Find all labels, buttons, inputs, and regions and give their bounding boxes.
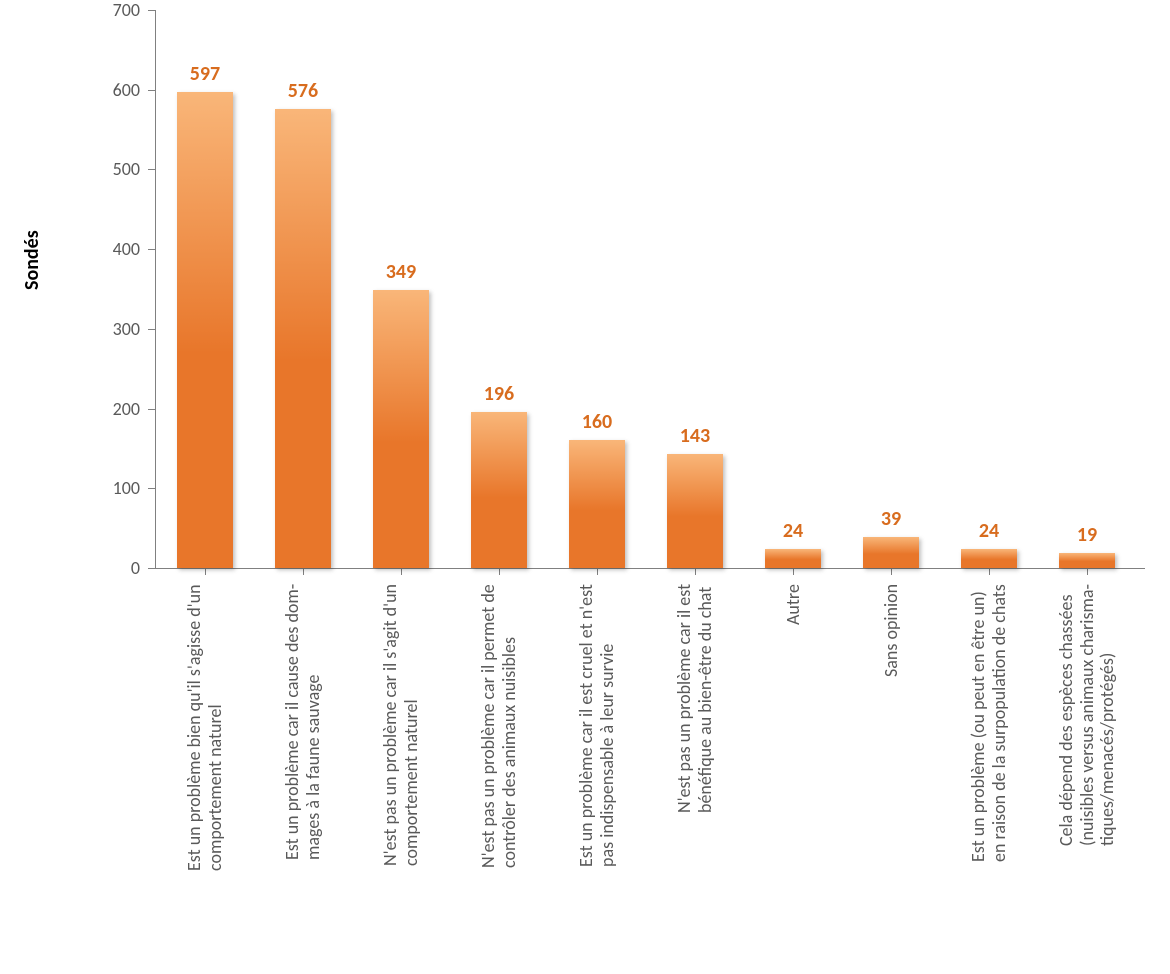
bar (1059, 553, 1115, 568)
bar-value-label: 349 (353, 260, 449, 284)
y-axis (155, 10, 156, 568)
y-tick-label: 600 (85, 79, 140, 101)
y-tick (148, 409, 155, 410)
bar-value-label: 24 (941, 519, 1037, 543)
y-tick (148, 10, 155, 11)
bar (667, 454, 723, 568)
bar-value-label: 196 (451, 382, 547, 406)
bar (275, 109, 331, 568)
y-tick-label: 500 (85, 158, 140, 180)
bar (863, 537, 919, 568)
plot-area: 0100200300400500600700597Est un problème… (155, 10, 1145, 568)
category-label: Est un problème bien qu'il s'agisse d'un… (184, 584, 225, 871)
category-label: N'est pas un problème car il est bénéfiq… (674, 584, 715, 813)
x-tick (205, 568, 206, 575)
y-tick (148, 329, 155, 330)
y-axis-label: Sondés (20, 230, 44, 290)
bar-value-label: 576 (255, 79, 351, 103)
bar (569, 440, 625, 568)
y-tick-label: 700 (85, 0, 140, 21)
bar (471, 412, 527, 568)
x-tick (597, 568, 598, 575)
y-tick (148, 169, 155, 170)
x-tick (401, 568, 402, 575)
category-label: Autre (783, 584, 804, 625)
category-label: Est un problème (ou peut en être un) en … (968, 584, 1009, 862)
x-tick (303, 568, 304, 575)
bar (765, 549, 821, 568)
x-tick (1087, 568, 1088, 575)
bar-value-label: 39 (843, 507, 939, 531)
bar (961, 549, 1017, 568)
y-tick-label: 200 (85, 398, 140, 420)
bar-chart: Sondés 0100200300400500600700597Est un p… (0, 0, 1170, 974)
y-tick-label: 100 (85, 477, 140, 499)
y-tick (148, 488, 155, 489)
y-tick (148, 249, 155, 250)
bar (373, 290, 429, 568)
category-label: Sans opinion (881, 584, 902, 677)
bar-value-label: 19 (1039, 523, 1135, 547)
bar-value-label: 160 (549, 410, 645, 434)
x-tick (793, 568, 794, 575)
y-tick (148, 90, 155, 91)
y-tick (148, 568, 155, 569)
category-label: N'est pas un problème car il s'agit d'un… (380, 584, 421, 866)
bar (177, 92, 233, 568)
category-label: N'est pas un problème car il permet de c… (478, 584, 519, 868)
category-label: Cela dépend des espèces chassées (nuisib… (1056, 584, 1118, 846)
x-tick (891, 568, 892, 575)
y-tick-label: 0 (85, 557, 140, 579)
x-tick (499, 568, 500, 575)
y-tick-label: 300 (85, 318, 140, 340)
y-tick-label: 400 (85, 238, 140, 260)
bar-value-label: 24 (745, 519, 841, 543)
bar-value-label: 143 (647, 424, 743, 448)
bar-value-label: 597 (157, 62, 253, 86)
category-label: Est un problème car il est cruel et n'es… (576, 584, 617, 867)
x-tick (989, 568, 990, 575)
x-tick (695, 568, 696, 575)
category-label: Est un problème car il cause des dom- ma… (282, 584, 323, 860)
